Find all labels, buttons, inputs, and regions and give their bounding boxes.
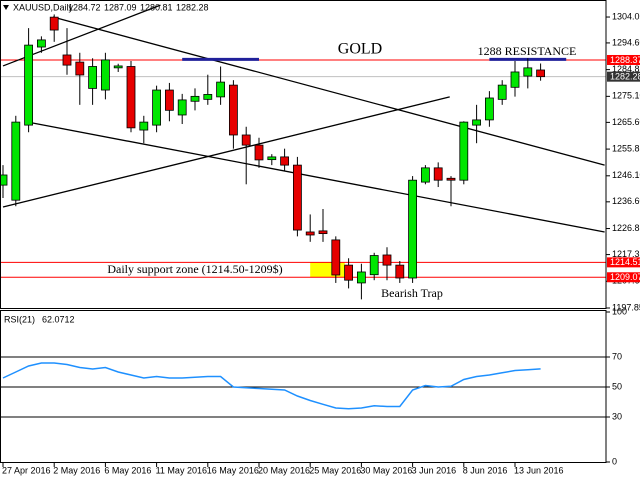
candle-body [126,66,136,129]
trend-line [27,121,605,233]
x-tick-label: 3 Jun 2016 [412,465,457,475]
candle-body [420,167,430,183]
ohlc-value: 1282.28 [176,2,209,12]
candle-body [292,164,302,231]
x-tick-label: 11 May 2016 [156,465,207,475]
x-tick-label: 20 May 2016 [258,465,310,475]
y-tick-label: 30 [612,411,622,421]
y-tick-label: 50 [612,381,622,391]
y-tick-label: 1304.05 [612,11,640,21]
candle-body [113,65,123,69]
price-box-label: 1282.28 [610,72,640,82]
price-box [607,272,640,283]
ohlc-value: 1287.09 [104,2,137,12]
candle-body [0,174,8,186]
y-tick-label: 1217.35 [612,249,640,259]
candle-body [484,97,494,121]
candle-body [190,95,200,102]
price-box-label: 1214.51 [610,257,640,267]
candle-body [254,144,264,161]
candle-body [203,94,213,100]
candle-body [24,44,34,126]
y-tick-label: 1284.85 [612,64,640,74]
y-tick-label: 1294.60 [612,37,640,47]
candle-body [369,255,379,276]
rsi-value: 62.0712 [42,314,75,324]
y-tick-label: 1246.10 [612,170,640,180]
x-tick-label: 8 Jun 2016 [463,465,508,475]
y-tick-label: 1255.85 [612,143,640,153]
price-panel [0,4,606,300]
trend-line [2,96,450,208]
candle-body [446,177,456,181]
candle-body [164,89,174,111]
rsi-title: RSI(21) [4,314,35,324]
candle-body [75,61,85,76]
candle-body [88,66,97,89]
candle-body [11,121,21,201]
candle-body [433,167,443,181]
price-box-label: 1209.07 [610,272,640,282]
candle-body [241,134,251,146]
x-tick-label: 25 May 2016 [309,465,361,475]
y-tick-label: 1197.85 [612,302,640,312]
candle-body [459,121,469,181]
candle-body [510,71,520,88]
candle-body [382,254,392,266]
y-tick-label: 0 [612,456,617,466]
candle-body [49,16,59,31]
candle-body [472,119,482,126]
candle-body [344,264,354,281]
annotation: Daily support zone (1214.50-1209$) [107,262,282,276]
y-tick-label: 1236.60 [612,196,640,206]
price-box [607,257,640,268]
y-tick-label: 70 [612,351,622,361]
candle-body [523,67,533,77]
candle-body [267,156,277,161]
trend-line [52,16,605,166]
price-frame [0,0,607,309]
candle-body [152,89,162,126]
candle-body [497,84,507,100]
x-tick-label: 6 May 2016 [104,465,151,475]
x-tick-label: 13 Jun 2016 [514,465,564,475]
candle-body [408,179,418,279]
x-tick-label: 2 May 2016 [53,465,100,475]
x-tick-label: 27 Apr 2016 [2,465,51,475]
x-tick-label: 16 May 2016 [207,465,259,475]
y-tick-label: 1226.85 [612,223,640,233]
symbol-icon [3,5,9,10]
ohlc-value: 1284.72 [68,2,101,12]
candle-body [356,271,366,284]
candle-body [216,81,226,98]
candle-body [536,69,545,78]
x-tick-label: 30 May 2016 [360,465,412,475]
annotation: 1288 RESISTANCE [478,44,577,58]
price-box [607,54,640,65]
rsi-frame [0,310,607,463]
candle-body [139,121,149,131]
candle-body [101,59,110,91]
candle-body [305,231,315,236]
price-box [607,71,640,82]
chart-title: XAUUSD,Daily [13,2,74,12]
rsi-line [2,362,541,410]
annotation: Bearish Trap [381,286,443,300]
candle-body [280,156,290,166]
candle-body [228,84,238,136]
y-tick-label: 1275.10 [612,91,640,101]
candle-body [62,54,72,66]
y-tick-label: 100 [612,306,627,316]
annotation: GOLD [338,41,382,58]
y-tick-label: 1265.60 [612,117,640,127]
price-box-label: 1288.37 [610,55,640,65]
candle-body [331,239,341,276]
candle-body [177,99,187,116]
candle-body [37,39,46,48]
candle-body [395,264,405,279]
candle-body [318,230,328,235]
